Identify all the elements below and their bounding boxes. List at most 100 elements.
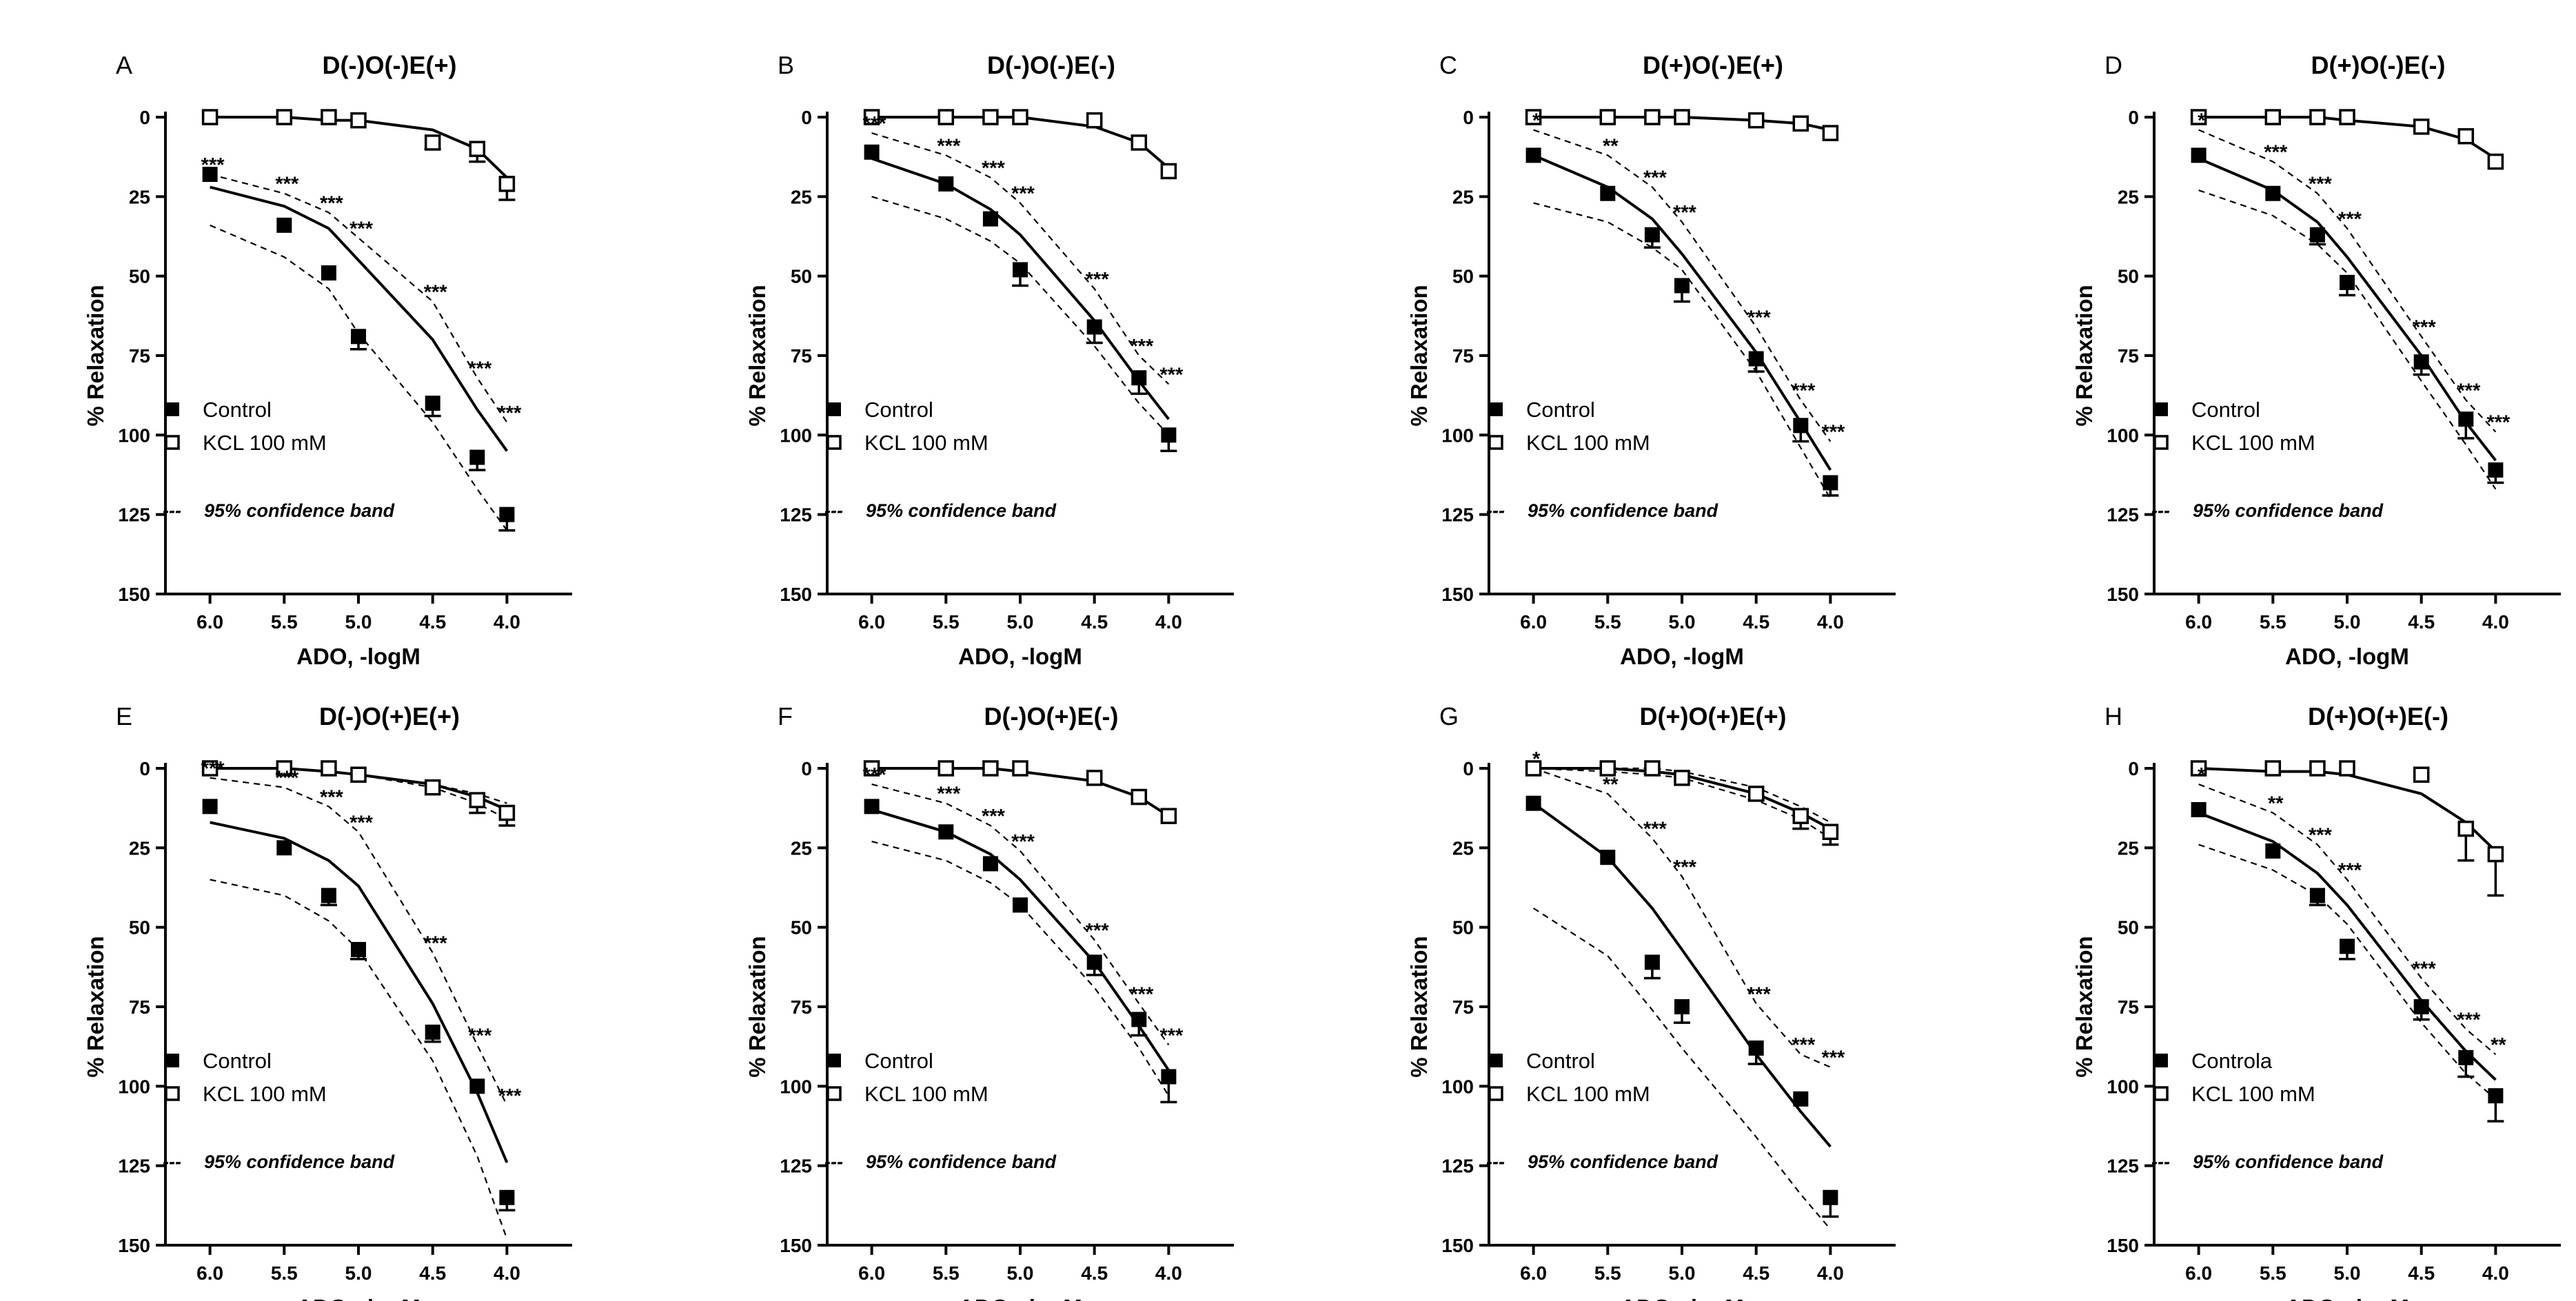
legend-kcl-label: KCL 100 mM (1526, 1082, 1650, 1106)
y-tick-label: 150 (1441, 1235, 1474, 1256)
kcl-data-point (863, 109, 880, 125)
control-data-point (1131, 1012, 1147, 1027)
y-tick-label: 100 (118, 424, 150, 446)
panel-letter: D (2105, 51, 2122, 79)
panel-a: A D(-)O(-)E(+) 0 25 50 75 100 125 150 6.0 5.5 5.0 4.… (83, 51, 572, 669)
kcl-data-point (321, 760, 337, 777)
x-tick-label: 4.0 (1155, 1262, 1182, 1284)
y-axis-title: % Relaxation (744, 936, 770, 1077)
control-data-point (1086, 319, 1102, 335)
y-tick-label: 100 (2107, 424, 2139, 446)
significance-label: *** (2486, 412, 2511, 434)
y-tick-label: 0 (2128, 107, 2139, 128)
control-data-point (2309, 227, 2325, 243)
kcl-data-point (424, 779, 441, 796)
legend-band-marker: --- (824, 1151, 843, 1172)
x-tick-label: 4.5 (2408, 611, 2435, 633)
significance-label: *** (2264, 142, 2288, 164)
y-tick-label: 50 (129, 917, 150, 939)
y-tick-label: 150 (780, 1235, 812, 1256)
y-tick-label: 25 (2118, 186, 2139, 207)
significance-label: *** (498, 402, 522, 424)
legend-control-marker (2154, 402, 2168, 416)
kcl-data-point (201, 760, 219, 777)
panel-f: F D(-)O(+)E(-) 0 25 50 75 100 125 150 6.0 5.5 5.0 4.… (744, 702, 1234, 1301)
panel-e: E D(-)O(+)E(+) 0 25 50 75 100 125 150 6.0 5.5 5.0 4.… (83, 702, 572, 1301)
control-data-point (1644, 227, 1660, 243)
kcl-data-point (2309, 760, 2326, 777)
legend-band-marker: --- (824, 500, 843, 521)
kcl-data-point (1599, 109, 1616, 125)
control-data-point (2265, 185, 2281, 201)
y-tick-label: 50 (791, 917, 812, 939)
legend-band-marker: --- (2151, 500, 2170, 521)
y-tick-label: 25 (791, 186, 812, 207)
control-data-point (1674, 999, 1690, 1014)
significance-label: *** (2457, 380, 2481, 402)
significance-label: *** (1130, 983, 1154, 1005)
kcl-data-point (1792, 808, 1809, 824)
kcl-data-point (321, 109, 337, 125)
y-tick-label: 75 (791, 345, 812, 367)
panel-d: D D(+)O(-)E(-) 0 25 50 75 100 125 150 6.0 5.5 5.0 4.… (2071, 51, 2561, 669)
kcl-data-point (2487, 153, 2504, 170)
legend-kcl-marker (826, 435, 842, 450)
kcl-data-point (2190, 760, 2207, 777)
y-tick-label: 75 (791, 996, 812, 1018)
y-tick-label: 0 (801, 107, 812, 128)
confidence-band-line (1533, 908, 1832, 1230)
x-tick-label: 5.0 (345, 1262, 372, 1284)
kcl-data-point (2309, 109, 2326, 125)
legend-control-label: Controla (2191, 1049, 2273, 1073)
x-tick-label: 6.0 (1520, 1262, 1547, 1284)
kcl-data-point (1747, 112, 1765, 129)
significance-label: *** (320, 786, 344, 808)
control-data-point (1600, 185, 1616, 201)
x-tick-label: 6.0 (858, 1262, 885, 1284)
confidence-band-line (871, 132, 1170, 385)
x-tick-label: 5.5 (933, 1262, 960, 1284)
kcl-data-point (2413, 766, 2430, 783)
y-axis-title: % Relaxation (83, 285, 108, 426)
x-tick-label: 5.5 (1594, 1262, 1621, 1284)
significance-label: *** (468, 358, 492, 380)
legend-band-label: 95% confidence band (204, 1151, 395, 1172)
y-tick-label: 0 (1463, 758, 1474, 779)
kcl-data-point (469, 141, 486, 157)
control-data-point (1600, 850, 1616, 865)
y-tick-label: 125 (780, 1156, 812, 1177)
x-tick-label: 4.5 (1081, 1262, 1108, 1284)
significance-label: ** (2268, 793, 2284, 815)
kcl-data-point (1644, 109, 1661, 125)
y-axis-title: % Relaxation (2071, 936, 2097, 1077)
panel-letter: F (778, 702, 793, 730)
panel-title: D(-)O(+)E(+) (319, 702, 460, 730)
significance-label: *** (2457, 1009, 2481, 1031)
significance-label: * (1532, 748, 1541, 770)
confidence-band-line (1533, 202, 1832, 500)
y-tick-label: 125 (1441, 504, 1474, 526)
legend-kcl-marker (165, 435, 180, 450)
kcl-data-point (1086, 112, 1103, 129)
x-tick-label: 6.0 (2185, 611, 2212, 633)
significance-label: *** (937, 135, 961, 157)
confidence-band-line (2198, 783, 2497, 1056)
y-tick-label: 50 (1452, 917, 1474, 939)
control-data-point (864, 799, 880, 815)
x-tick-label: 6.0 (858, 611, 885, 633)
y-tick-label: 125 (780, 504, 812, 526)
y-tick-label: 0 (1463, 107, 1474, 128)
y-tick-label: 75 (1452, 996, 1474, 1018)
panel-h: H D(+)O(+)E(-) 0 25 50 75 100 125 150 6.0 5.5 5.0 4.… (2071, 702, 2561, 1301)
confidence-band-line (2198, 129, 2497, 433)
kcl-data-point (2339, 760, 2355, 777)
control-data-point (2458, 1049, 2474, 1065)
x-tick-label: 5.5 (933, 611, 960, 633)
panel-title: D(+)O(+)E(+) (1639, 702, 1786, 730)
significance-label: ** (1603, 774, 1619, 796)
control-data-point (2488, 1088, 2504, 1104)
legend-band-marker: --- (1486, 1151, 1505, 1172)
y-tick-label: 125 (118, 504, 150, 526)
kcl-data-point (1160, 808, 1177, 824)
